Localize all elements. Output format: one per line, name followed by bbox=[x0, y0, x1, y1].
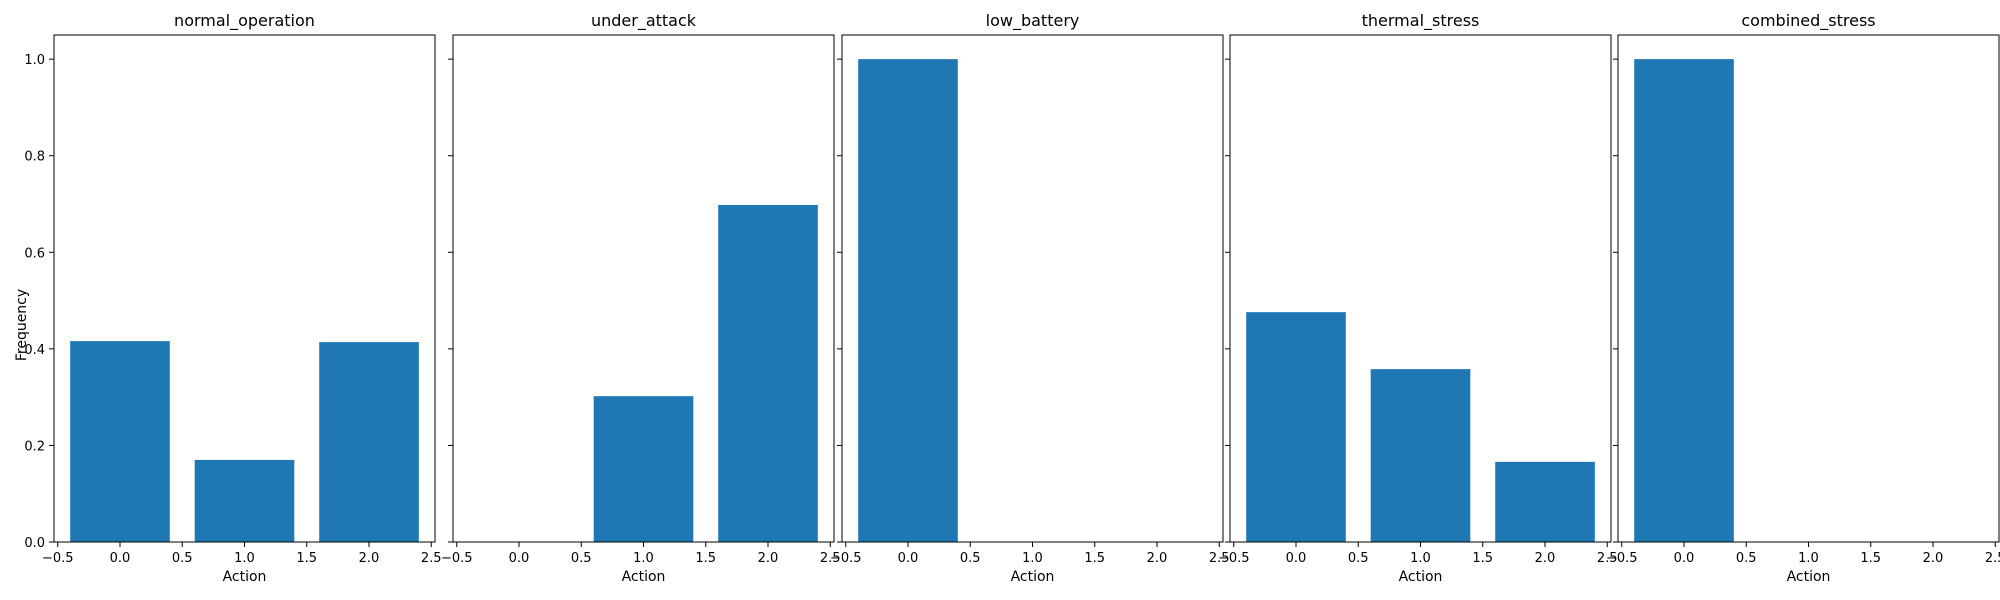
x-tick-label: 2.5 bbox=[421, 551, 442, 566]
subplots: normal_operation−0.5 0.0 0.5 1.0 1.5 2.0 2.5Ac… bbox=[24, 11, 2000, 585]
x-tick-label: 2.0 bbox=[758, 551, 779, 566]
bar-action-2 bbox=[319, 342, 419, 542]
x-tick-label: 0.5 bbox=[571, 551, 592, 566]
bar-action-2 bbox=[1495, 461, 1595, 542]
x-tick-label: 1.5 bbox=[1084, 551, 1105, 566]
subplot-title: combined_stress bbox=[1741, 11, 1875, 31]
bar-action-1 bbox=[593, 396, 694, 542]
x-tick-label: 2.0 bbox=[1923, 551, 1944, 566]
x-tick-label: 1.0 bbox=[1410, 551, 1431, 566]
x-tick-label: 0.5 bbox=[172, 551, 193, 566]
x-tick-label: −0.5 bbox=[830, 551, 862, 566]
bar-action-1 bbox=[194, 459, 295, 542]
x-tick-label: 2.0 bbox=[1535, 551, 1556, 566]
x-tick-label: 0.0 bbox=[898, 551, 919, 566]
bar-action-2 bbox=[718, 204, 818, 542]
subplot-combined_stress: combined_stress −0.5 0.0 0.5 1.0 1.5 2.0 2.5 Act… bbox=[1606, 11, 2000, 585]
x-tick-label: 1.5 bbox=[1472, 551, 1493, 566]
x-tick-label: 1.5 bbox=[1860, 551, 1881, 566]
x-tick-label: 0.0 bbox=[509, 551, 530, 566]
y-tick-label: 0.4 bbox=[24, 343, 45, 358]
subplot-normal_operation: normal_operation−0.5 0.0 0.5 1.0 1.5 2.0 2.5Ac… bbox=[24, 11, 441, 585]
subplot-low_battery: low_battery −0.5 0.0 0.5 1.0 1.5 2.0 2.5 Action bbox=[830, 11, 1230, 585]
x-tick-label: 0.0 bbox=[1674, 551, 1695, 566]
y-axis-label: Frequency bbox=[14, 289, 30, 361]
x-axis-label: Action bbox=[1787, 569, 1831, 585]
x-tick-label: 0.0 bbox=[1286, 551, 1307, 566]
x-tick-label: 0.5 bbox=[1348, 551, 1369, 566]
bar-action-0 bbox=[858, 59, 958, 542]
x-tick-label: 1.5 bbox=[296, 551, 317, 566]
subplot-thermal_stress: thermal_stress −0.5 0.0 0.5 1.0 1.5 2.0 2.5 Acti… bbox=[1218, 11, 1618, 585]
x-tick-label: 1.0 bbox=[1022, 551, 1043, 566]
x-axis-label: Action bbox=[1011, 569, 1055, 585]
x-tick-label: −0.5 bbox=[441, 551, 473, 566]
x-tick-label: 2.5 bbox=[1209, 551, 1230, 566]
y-tick-label: 0.0 bbox=[24, 536, 45, 551]
x-tick-label: −0.5 bbox=[1218, 551, 1250, 566]
subplot-title: normal_operation bbox=[174, 11, 315, 31]
x-tick-label: 2.5 bbox=[1985, 551, 2000, 566]
y-tick-label: 0.6 bbox=[24, 246, 45, 261]
y-tick-label: 0.2 bbox=[24, 439, 45, 454]
x-tick-label: 1.5 bbox=[695, 551, 716, 566]
x-axis-label: Action bbox=[622, 569, 666, 585]
bar-action-0 bbox=[70, 341, 170, 542]
x-axis-label: Action bbox=[223, 569, 267, 585]
y-tick-label: 0.8 bbox=[24, 150, 45, 165]
bar-action-0 bbox=[1634, 59, 1734, 542]
x-tick-label: 0.5 bbox=[960, 551, 981, 566]
x-tick-label: 2.5 bbox=[1597, 551, 1618, 566]
x-tick-label: 1.0 bbox=[633, 551, 654, 566]
x-tick-label: −0.5 bbox=[1606, 551, 1638, 566]
x-tick-label: 0.0 bbox=[110, 551, 131, 566]
x-tick-label: 2.0 bbox=[359, 551, 380, 566]
x-tick-label: −0.5 bbox=[42, 551, 74, 566]
x-tick-label: 0.5 bbox=[1736, 551, 1757, 566]
subplot-title: under_attack bbox=[591, 11, 697, 31]
subplot-under_attack: under_attack −0.5 0.0 0.5 1.0 1.5 2.0 2.5 Action bbox=[441, 11, 841, 585]
x-axis-label: Action bbox=[1399, 569, 1443, 585]
x-tick-label: 1.0 bbox=[234, 551, 255, 566]
subplot-title: thermal_stress bbox=[1362, 11, 1480, 31]
subplot-title: low_battery bbox=[986, 11, 1080, 31]
bar-action-0 bbox=[1246, 312, 1346, 542]
y-tick-label: 1.0 bbox=[24, 53, 45, 68]
bar-action-1 bbox=[1370, 369, 1471, 542]
x-tick-label: 2.0 bbox=[1147, 551, 1168, 566]
x-tick-label: 2.5 bbox=[820, 551, 841, 566]
x-tick-label: 1.0 bbox=[1798, 551, 1819, 566]
